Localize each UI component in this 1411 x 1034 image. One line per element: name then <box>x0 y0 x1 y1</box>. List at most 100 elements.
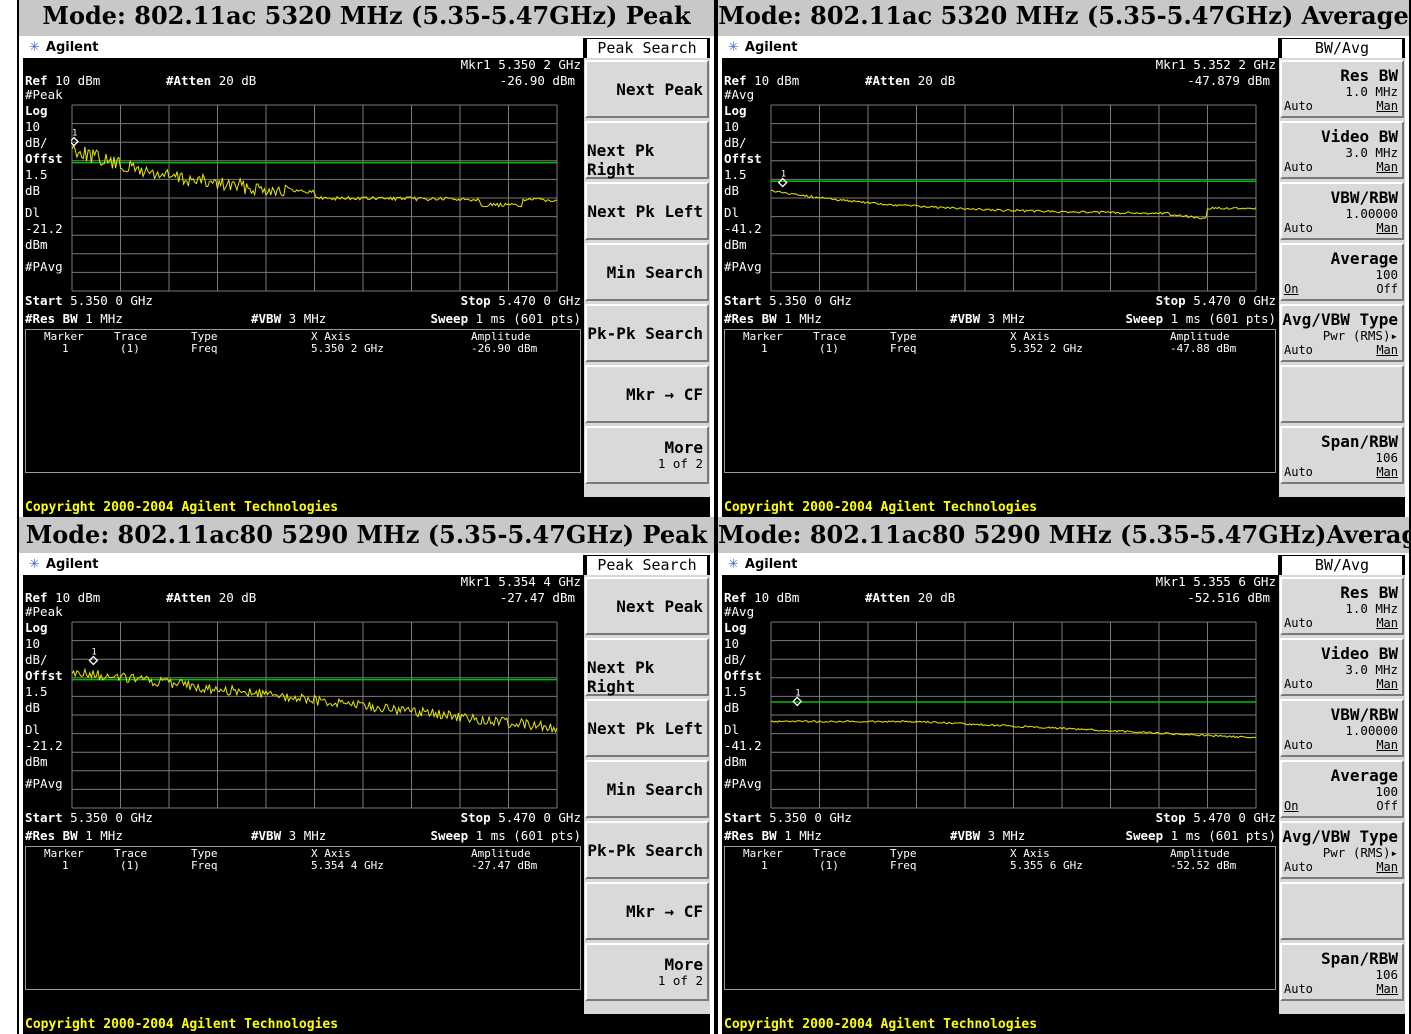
softkey-more[interactable]: More 1 of 2 <box>585 426 709 484</box>
diamond-marker-icon[interactable] <box>777 177 788 188</box>
table-header: Amplitude <box>1170 330 1230 343</box>
softkey-next-peak[interactable]: Next Peak <box>585 60 709 118</box>
scale-label: 1.5 <box>724 684 747 699</box>
vbw-value: 3 MHz <box>288 311 327 326</box>
softkey-span-rbw[interactable]: Span/RBW 106 Auto Man <box>1280 426 1404 484</box>
softkey-average[interactable]: Average 100 On Off <box>1280 243 1404 301</box>
softkey-value: 1.0 MHz <box>1345 601 1398 616</box>
rbw-value: 1 MHz <box>85 311 123 326</box>
marker-label: Mkr1 <box>460 57 491 72</box>
marker-frequency: 5.350 2 GHz <box>498 57 581 72</box>
softkey-next-pk-right[interactable]: Next Pk Right <box>585 638 709 696</box>
diamond-marker-icon[interactable] <box>88 655 99 666</box>
table-cell: Freq <box>890 859 917 872</box>
reference-level: Ref 10 dBm <box>25 590 101 605</box>
softkey-label: Next Pk Right <box>587 658 655 696</box>
scale-label: 10 <box>724 119 740 134</box>
scale-label: Dl <box>724 722 740 737</box>
softkey-blank[interactable] <box>1280 882 1404 940</box>
scale-label: Offst <box>724 668 762 683</box>
softkey-span-rbw[interactable]: Span/RBW 106 Auto Man <box>1280 943 1404 1001</box>
softkey-avg-vbw-type[interactable]: Avg/VBW Type Pwr (RMS)▸ Auto Man <box>1280 821 1404 879</box>
softkey-value: 106 <box>1375 967 1398 982</box>
softkey-on: On <box>1284 282 1299 296</box>
softkey-value: 3.0 MHz <box>1345 662 1398 677</box>
softkey-next-pk-left[interactable]: Next Pk Left <box>585 699 709 757</box>
panel-title: Mode: 802.11ac80 5290 MHz (5.35-5.47GHz)… <box>17 517 716 553</box>
softkey-res-bw[interactable]: Res BW 1.0 MHz Auto Man <box>1280 577 1404 635</box>
softkey-vbw-rbw[interactable]: VBW/RBW 1.00000 Auto Man <box>1280 182 1404 240</box>
softkey-label: Pk-Pk Search <box>587 324 703 343</box>
softkey-mkr-cf[interactable]: Mkr → CF <box>585 365 709 423</box>
marker-readout: Mkr1 5.352 2 GHz <box>1156 58 1276 72</box>
softkey-panel: Next Peak Next Pk Right Next Pk Left Min Se… <box>584 58 710 497</box>
start-value: 5.350 0 GHz <box>70 293 153 308</box>
table-header: X Axis <box>311 330 351 343</box>
scale-label: 10 <box>25 119 41 134</box>
softkey-next-pk-right[interactable]: Next Pk Right <box>585 121 709 179</box>
header-bar: ✳ Agilent <box>23 38 583 58</box>
scale-label: #PAvg <box>25 259 63 274</box>
attenuation-value: 20 dB <box>218 590 257 605</box>
reference-value: 10 dBm <box>55 590 101 605</box>
softkey-blank[interactable] <box>1280 365 1404 423</box>
table-header: X Axis <box>1010 330 1050 343</box>
softkey-label: Res BW <box>1340 583 1398 602</box>
spectrum-trace <box>770 189 1257 220</box>
softkey-vbw-rbw[interactable]: VBW/RBW 1.00000 Auto Man <box>1280 699 1404 757</box>
scale-label: Dl <box>25 205 41 220</box>
table-cell: 1 <box>761 342 768 355</box>
softkey-auto: Auto <box>1284 343 1313 357</box>
table-header: X Axis <box>1010 847 1050 860</box>
softkey-auto: Auto <box>1284 677 1313 691</box>
scale-label: -21.2 <box>25 221 63 236</box>
softkey-value: Pwr (RMS)▸ <box>1322 845 1398 860</box>
panel-title: Mode: 802.11ac 5320 MHz (5.35-5.47GHz) P… <box>17 0 716 36</box>
table-cell: -26.90 dBm <box>471 342 538 355</box>
softkey-average[interactable]: Average 100 On Off <box>1280 760 1404 818</box>
softkey-next-peak[interactable]: Next Peak <box>585 577 709 635</box>
attenuation-value: 20 dB <box>218 73 257 88</box>
start-value: 5.350 0 GHz <box>769 810 852 825</box>
softkey-min-search[interactable]: Min Search <box>585 243 709 301</box>
softkey-more[interactable]: More 1 of 2 <box>585 943 709 1001</box>
softkey-avg-vbw-type[interactable]: Avg/VBW Type Pwr (RMS)▸ Auto Man <box>1280 304 1404 362</box>
softkey-label: Next Pk Right <box>587 141 655 179</box>
marker-number: 1 <box>781 170 786 180</box>
softkey-value: 100 <box>1375 267 1398 282</box>
softkey-res-bw[interactable]: Res BW 1.0 MHz Auto Man <box>1280 60 1404 118</box>
sweep-value: 1 ms (601 pts) <box>1170 828 1276 843</box>
scale-label: 1.5 <box>25 684 48 699</box>
softkey-min-search[interactable]: Min Search <box>585 760 709 818</box>
stop-value: 5.470 0 GHz <box>498 810 581 825</box>
softkey-man: Man <box>1376 860 1398 874</box>
table-header: Marker <box>743 330 783 343</box>
graticule-plot: 1 <box>71 621 558 809</box>
start-frequency: Start 5.350 0 GHz <box>724 810 852 825</box>
softkey-video-bw[interactable]: Video BW 3.0 MHz Auto Man <box>1280 638 1404 696</box>
softkey-mkr-cf[interactable]: Mkr → CF <box>585 882 709 940</box>
softkey-value: Pwr (RMS)▸ <box>1322 328 1398 343</box>
softkey-value: 1.00000 <box>1345 206 1398 221</box>
video-bandwidth: #VBW 3 MHz <box>251 311 327 326</box>
brand-name: Agilent <box>45 557 99 572</box>
softkey-value: 1.00000 <box>1345 723 1398 738</box>
trace-display: Mkr1 5.354 4 GHz -27.47 dBm Ref 10 dBm #Att… <box>23 575 583 1034</box>
softkey-pk-pk-search[interactable]: Pk-Pk Search <box>585 821 709 879</box>
resolution-bandwidth: #Res BW 1 MHz <box>724 828 822 843</box>
softkey-video-bw[interactable]: Video BW 3.0 MHz Auto Man <box>1280 121 1404 179</box>
softkey-pk-pk-search[interactable]: Pk-Pk Search <box>585 304 709 362</box>
softkey-man: Man <box>1376 99 1398 113</box>
table-cell: Freq <box>191 342 218 355</box>
softkey-next-pk-left[interactable]: Next Pk Left <box>585 182 709 240</box>
diamond-marker-icon[interactable] <box>792 696 803 707</box>
table-cell: -47.88 dBm <box>1170 342 1237 355</box>
softkey-label: Next Pk Left <box>587 719 703 738</box>
diamond-marker-icon[interactable] <box>71 136 79 147</box>
attenuation: #Atten 20 dB <box>166 590 257 605</box>
marker-table: Marker Trace Type X Axis Amplitude 1 (1) Freq 5.… <box>25 329 581 473</box>
agilent-starburst-icon: ✳ <box>29 557 40 572</box>
softkey-panel: Res BW 1.0 MHz Auto Man Video BW 3.0 MHz Auto M… <box>1279 575 1405 1014</box>
softkey-label: Average <box>1330 249 1398 268</box>
sweep-value: 1 ms (601 pts) <box>475 828 581 843</box>
